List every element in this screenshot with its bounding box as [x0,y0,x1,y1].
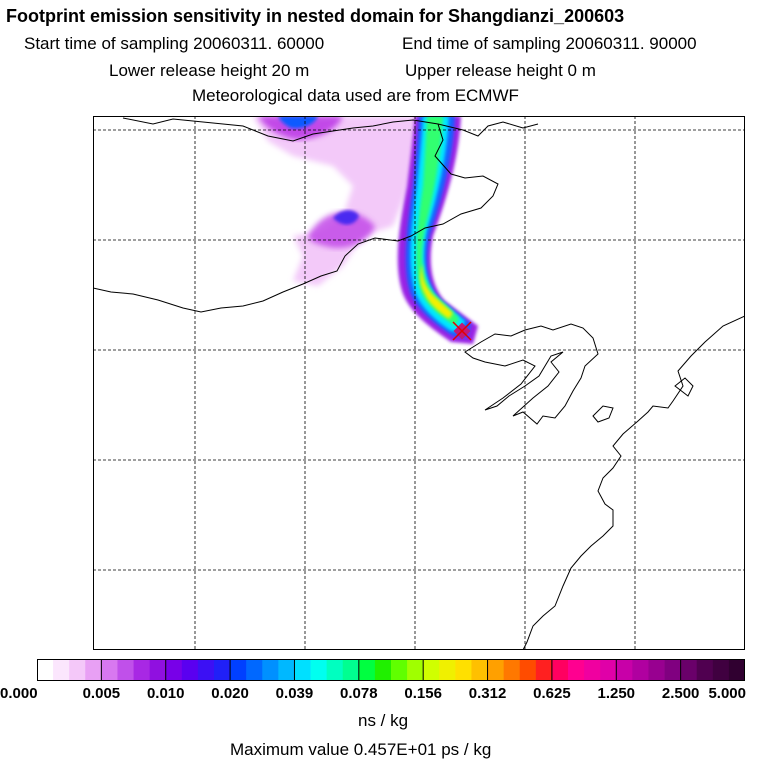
colorbar-cell [616,659,633,681]
colorbar-cell [471,659,488,681]
colorbar-cell [117,659,134,681]
colorbar-tick-label: 0.000 [0,685,38,702]
colorbar-tick-label: 5.000 [708,685,746,702]
colorbar-cell [535,659,553,681]
colorbar-cell [632,659,649,681]
plume-blue-blob [333,210,359,225]
colorbar-cell [358,659,376,681]
colorbar-tick-label: 0.039 [275,685,314,702]
colorbar-tick-label: 0.005 [82,685,121,702]
colorbar-cell [391,659,408,681]
colorbar-cell [568,659,585,681]
colorbar-cell [197,659,215,681]
colorbar-tick-label: 1.250 [597,685,636,702]
colorbar-cell [342,659,360,681]
colorbar-cell [278,659,295,681]
colorbar-dividers [100,659,682,681]
upper-height-text: Upper release height 0 m [405,61,596,80]
colorbar-cell [181,659,199,681]
coastline-layer [93,117,745,650]
colorbar-cell [503,659,521,681]
colorbar-cell [407,659,424,681]
colorbar-cell [696,659,714,681]
colorbar-cell [455,659,472,681]
map-panel [93,116,745,650]
colorbar-tick-label: 0.156 [404,685,442,702]
gridlines [93,116,745,650]
start-time-text: Start time of sampling 20060311. 60000 [24,34,325,53]
colorbar-cell [584,659,601,681]
colorbar-cell [85,659,102,681]
plume-column-green [416,116,459,326]
coastline-north [122,117,539,142]
map-title: Footprint emission sensitivity in nested… [6,6,625,26]
colorbar-cell [165,659,183,681]
colorbar-cell [37,659,54,681]
colorbar-cell [69,659,86,681]
colorbar-tick-label: 2.500 [661,685,700,702]
colorbar-cell [374,659,392,681]
colorbar-cell [262,659,279,681]
colorbar [37,659,745,681]
colorbar-cell [214,659,231,681]
colorbar-cell [53,659,70,681]
colorbar-tick-label: 0.312 [468,685,507,702]
coastline-southeast-islands [592,377,694,423]
plume-haze [253,116,433,286]
colorbar-frame [37,659,745,681]
colorbar-cell [149,659,167,681]
colorbar-cell [551,659,569,681]
colorbar-cell [133,659,151,681]
colorbar-cell [519,659,537,681]
colorbar-cell [648,659,665,681]
end-time-text: End time of sampling 20060311. 90000 [402,34,697,53]
colorbar-cell [310,659,328,681]
colorbar-tick-label: 0.625 [533,685,571,702]
colorbar-unit-label: ns / kg [358,711,409,730]
plume-layer [253,116,478,344]
plume-column-yellow [420,264,453,319]
plume-top-blue [278,116,318,129]
colorbar-cell [423,659,440,681]
plume-top-purple [258,116,343,140]
colorbar-cell [600,659,617,681]
colorbar-cell [246,659,263,681]
coastline-bay [93,123,499,313]
colorbar-cell [487,659,505,681]
colorbar-cell [101,659,118,681]
colorbar-cell [294,659,311,681]
colorbar-tick-label: 0.078 [340,685,378,702]
met-data-text: Meteorological data used are from ECMWF [192,86,519,105]
colorbar-cell [326,659,344,681]
colorbar-cell [230,659,247,681]
colorbar-tick-label: 0.010 [146,685,185,702]
coastline-east [464,323,599,425]
lower-height-text: Lower release height 20 m [109,61,310,80]
plume-purple-left [308,211,375,248]
colorbar-cell [728,659,745,681]
max-value-text: Maximum value 0.457E+01 ps / kg [230,740,492,759]
colorbar-cell [712,659,730,681]
colorbar-cell [439,659,456,681]
coastline-southeast [522,315,745,650]
map-frame [93,116,745,650]
colorbar-cell [680,659,698,681]
colorbar-cell [664,659,682,681]
colorbar-tick-label: 0.020 [211,685,249,702]
colorbar-cells [37,659,745,681]
receptor-marker-icon [452,321,472,341]
